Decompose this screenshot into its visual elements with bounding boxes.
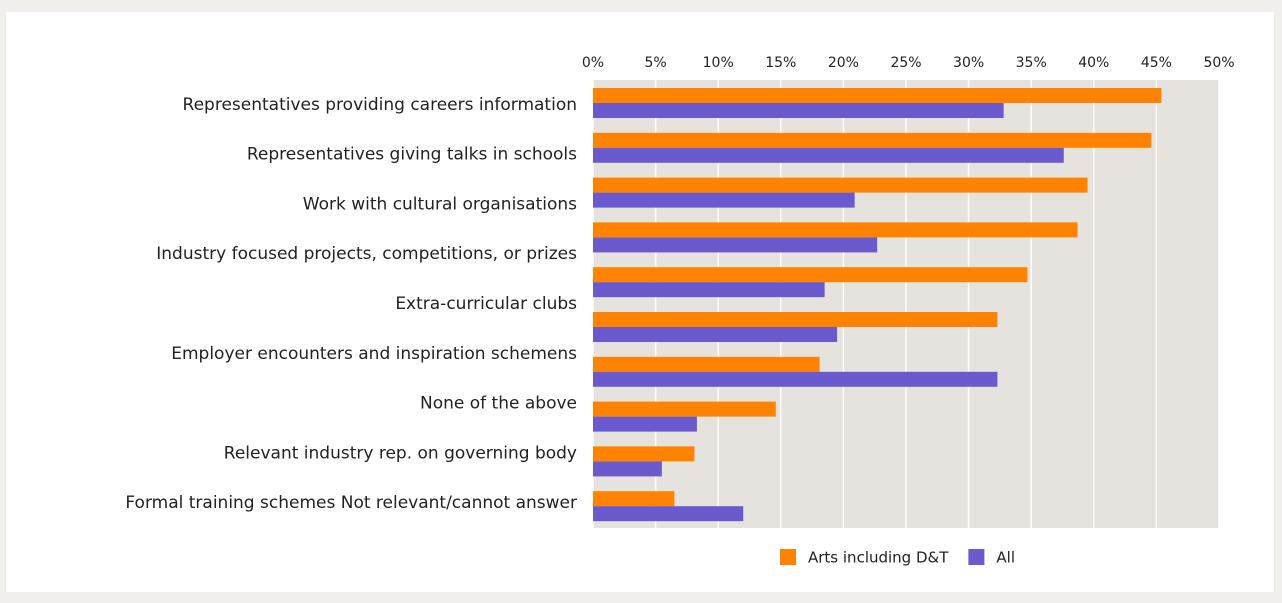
x-tick-label: 35% <box>1016 55 1047 71</box>
bar <box>593 267 1028 283</box>
bar <box>593 222 1078 238</box>
bar <box>593 401 776 417</box>
x-tick-label: 45% <box>1141 55 1172 71</box>
bar <box>593 356 820 372</box>
x-tick-label: 40% <box>1078 55 1109 71</box>
x-tick-label: 10% <box>703 55 734 71</box>
category-label: Work with cultural organisations <box>303 194 577 214</box>
legend-label: All <box>996 549 1015 567</box>
bar <box>593 192 855 208</box>
bar <box>593 132 1152 148</box>
bar <box>593 237 878 253</box>
legend-label: Arts including D&T <box>808 549 949 567</box>
bar <box>593 88 1162 103</box>
x-tick-label: 0% <box>582 55 604 71</box>
bar <box>593 371 998 387</box>
bar <box>593 416 697 432</box>
bar <box>593 147 1064 163</box>
bar <box>593 177 1088 193</box>
bar <box>593 461 662 477</box>
category-label: None of the above <box>420 394 577 414</box>
category-label: Representatives giving talks in schools <box>247 145 577 165</box>
bar <box>593 491 675 507</box>
category-label: Employer encounters and inspiration sche… <box>171 344 577 364</box>
x-tick-label: 20% <box>828 55 859 71</box>
bar <box>593 103 1004 118</box>
x-tick-label: 15% <box>765 55 796 71</box>
bar <box>593 312 998 327</box>
bar <box>593 506 744 522</box>
category-label: Relevant industry rep. on governing body <box>224 443 577 463</box>
category-label: Industry focused projects, competitions,… <box>156 244 577 264</box>
bar <box>593 327 838 342</box>
x-tick-label: 50% <box>1203 55 1234 71</box>
category-label: Representatives providing careers inform… <box>183 95 577 115</box>
legend-swatch <box>968 549 985 565</box>
category-label: Extra-curricular clubs <box>395 294 577 314</box>
legend-swatch <box>780 549 796 565</box>
x-tick-label: 5% <box>644 55 666 71</box>
x-tick-label: 30% <box>953 55 984 71</box>
x-tick-label: 25% <box>890 55 921 71</box>
bar <box>593 282 825 298</box>
bar <box>593 446 695 462</box>
category-label: Formal training schemes Not relevant/can… <box>125 493 577 513</box>
